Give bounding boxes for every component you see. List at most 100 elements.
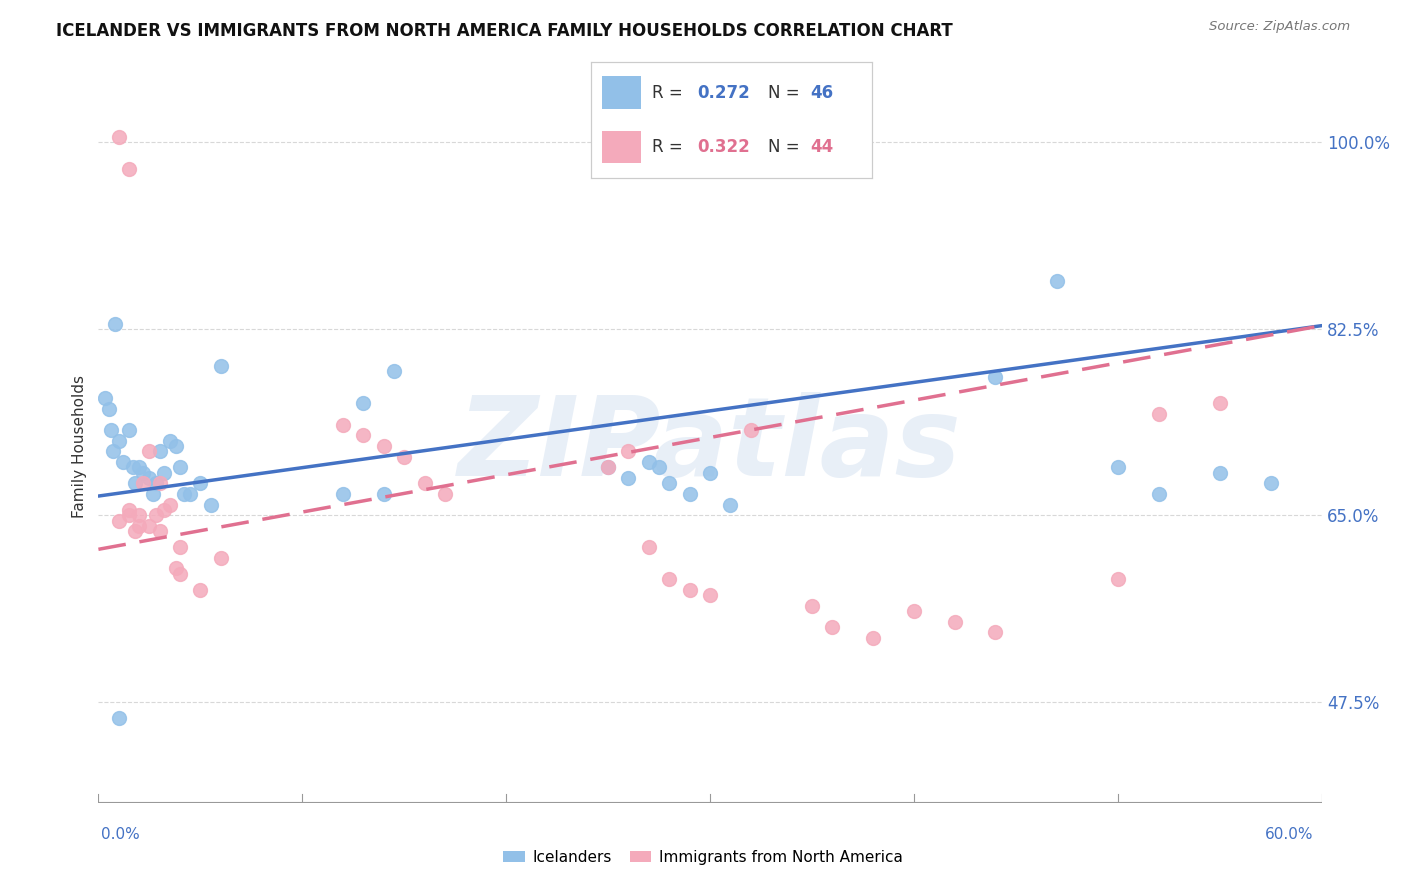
Point	[165, 439, 187, 453]
Point	[149, 524, 172, 539]
Point	[97, 401, 120, 416]
Point	[108, 710, 131, 724]
Text: 60.0%: 60.0%	[1265, 827, 1313, 841]
Point	[118, 508, 141, 523]
Point	[124, 476, 146, 491]
Text: 0.322: 0.322	[697, 138, 751, 156]
Point	[392, 450, 416, 464]
Point	[149, 444, 172, 458]
Point	[801, 599, 824, 613]
Point	[159, 434, 181, 448]
Point	[658, 572, 681, 586]
Point	[169, 566, 191, 581]
Point	[373, 439, 395, 453]
Point	[128, 508, 150, 523]
Point	[984, 369, 1007, 384]
Point	[638, 455, 661, 469]
Point	[165, 561, 187, 575]
Point	[679, 487, 702, 501]
Point	[1107, 460, 1129, 475]
Point	[699, 588, 721, 602]
Point	[173, 487, 195, 501]
Point	[128, 519, 150, 533]
Point	[332, 417, 354, 432]
Point	[862, 631, 884, 645]
Point	[332, 487, 354, 501]
Point	[145, 508, 167, 523]
Point	[159, 498, 181, 512]
Point	[108, 434, 131, 448]
Text: Source: ZipAtlas.com: Source: ZipAtlas.com	[1209, 20, 1350, 33]
Point	[373, 487, 395, 501]
Point	[138, 519, 160, 533]
Point	[598, 460, 620, 475]
Point	[740, 423, 762, 437]
Point	[122, 460, 145, 475]
Point	[118, 503, 141, 517]
Point	[149, 476, 172, 491]
Point	[1147, 487, 1170, 501]
Point	[132, 476, 155, 491]
Point	[188, 476, 212, 491]
Point	[984, 625, 1007, 640]
Point	[104, 317, 127, 331]
Point	[352, 396, 374, 410]
FancyBboxPatch shape	[602, 77, 641, 109]
Point	[1209, 396, 1232, 410]
Point	[648, 460, 671, 475]
Y-axis label: Family Households: Family Households	[72, 375, 87, 517]
Point	[1107, 572, 1129, 586]
Point	[128, 460, 150, 475]
Point	[699, 466, 721, 480]
Point	[352, 428, 374, 442]
Point	[101, 444, 124, 458]
Point	[1147, 407, 1170, 421]
Point	[413, 476, 436, 491]
Point	[118, 423, 141, 437]
Point	[179, 487, 201, 501]
Point	[124, 524, 146, 539]
Point	[1209, 466, 1232, 480]
Point	[903, 604, 925, 618]
Legend: Icelanders, Immigrants from North America: Icelanders, Immigrants from North Americ…	[498, 844, 908, 871]
Point	[598, 460, 620, 475]
Text: 44: 44	[810, 138, 834, 156]
FancyBboxPatch shape	[602, 131, 641, 163]
Point	[617, 471, 640, 485]
Point	[138, 444, 160, 458]
Text: 46: 46	[810, 84, 832, 102]
Point	[382, 364, 405, 378]
Text: 0.0%: 0.0%	[101, 827, 141, 841]
Text: 0.272: 0.272	[697, 84, 751, 102]
Text: N =: N =	[768, 138, 804, 156]
Point	[943, 615, 966, 629]
Point	[152, 503, 174, 517]
Point	[145, 476, 167, 491]
Point	[679, 582, 702, 597]
Point	[152, 466, 174, 480]
Point	[118, 162, 141, 177]
Point	[209, 359, 232, 373]
Point	[169, 540, 191, 554]
Text: N =: N =	[768, 84, 804, 102]
Point	[93, 391, 115, 405]
Point	[200, 498, 222, 512]
Point	[209, 550, 232, 565]
Point	[821, 620, 844, 634]
Point	[169, 460, 191, 475]
Point	[617, 444, 640, 458]
Text: R =: R =	[652, 84, 689, 102]
Point	[638, 540, 661, 554]
Text: ICELANDER VS IMMIGRANTS FROM NORTH AMERICA FAMILY HOUSEHOLDS CORRELATION CHART: ICELANDER VS IMMIGRANTS FROM NORTH AMERI…	[56, 22, 953, 40]
Point	[108, 130, 131, 145]
Point	[720, 498, 742, 512]
Point	[188, 582, 212, 597]
Point	[142, 487, 165, 501]
Point	[108, 514, 131, 528]
Point	[658, 476, 681, 491]
Point	[434, 487, 457, 501]
Text: ZIPatlas: ZIPatlas	[458, 392, 962, 500]
Point	[100, 423, 122, 437]
Point	[111, 455, 134, 469]
Text: R =: R =	[652, 138, 689, 156]
